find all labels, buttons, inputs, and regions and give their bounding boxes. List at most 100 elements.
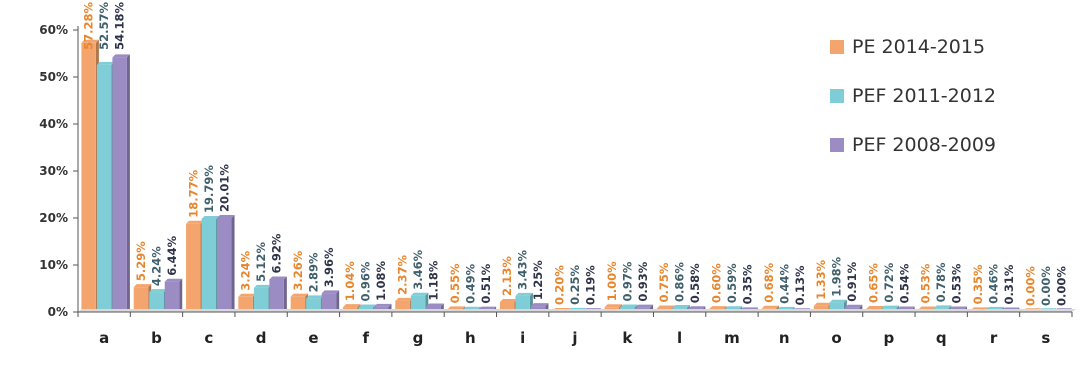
bar-o-series-1 [829, 302, 844, 312]
data-label: 3.96% [322, 247, 336, 287]
data-label: 6.44% [165, 235, 179, 275]
category-label: m [724, 329, 740, 347]
data-label: 0.58% [688, 263, 702, 303]
data-label: 0.72% [882, 262, 896, 302]
category-label: q [936, 329, 947, 347]
category-label: f [362, 329, 369, 347]
y-tick-label: 0% [48, 305, 68, 319]
data-label: 0.55% [448, 263, 462, 303]
bar-top [761, 305, 780, 309]
data-label: 1.18% [427, 260, 441, 300]
data-label: 1.33% [814, 259, 828, 299]
bar-b-series-2 [164, 281, 180, 312]
data-label: 2.89% [306, 252, 320, 292]
bar-b-series-0 [133, 287, 149, 312]
data-label: 0.60% [709, 263, 723, 303]
legend-swatch [830, 138, 844, 152]
bar-top [687, 306, 706, 310]
bar-top [373, 303, 392, 307]
bar-c-series-2 [217, 217, 232, 312]
data-label-group: 57.28% 52.57% 54.18%5.29% 4.24% 6.44%18.77% 1… [82, 2, 1069, 306]
bar-top [447, 306, 466, 310]
x-axis: a b c d e f g h i j k l m n o p q r s [77, 309, 1076, 347]
data-label: 3.26% [291, 250, 305, 290]
bar-i-series-1 [515, 295, 530, 312]
data-label: 0.68% [762, 262, 776, 302]
category-label: p [884, 329, 895, 347]
category-label: l [677, 329, 682, 347]
data-label: 3.43% [516, 250, 530, 290]
bar-top [881, 305, 900, 309]
bar-top [829, 299, 847, 303]
category-label: b [151, 329, 162, 347]
data-label: 4.24% [149, 246, 163, 286]
category-label: a [99, 329, 109, 347]
bar-side [231, 214, 235, 312]
bar-top [133, 284, 152, 288]
data-label: 0.31% [1002, 264, 1016, 304]
data-label: 0.00% [1023, 266, 1037, 306]
bar-series-group [81, 39, 1072, 313]
data-label: 0.13% [793, 265, 807, 305]
bar-top [672, 304, 690, 308]
bar-top [656, 305, 675, 309]
data-label: 0.54% [897, 263, 911, 303]
bar-b-series-1 [149, 292, 164, 312]
bar-top [81, 39, 99, 43]
data-label: 2.37% [396, 254, 410, 294]
y-tick-label: 60% [39, 23, 68, 37]
category-label: j [571, 329, 577, 347]
data-label: 0.96% [359, 261, 373, 301]
bar-e-series-2 [321, 293, 337, 312]
bar-side [336, 290, 340, 312]
data-label: 0.19% [584, 265, 598, 305]
bar-top [186, 220, 204, 224]
bar-side [126, 54, 130, 312]
y-tick-label: 20% [39, 211, 68, 225]
data-label: 0.00% [1054, 266, 1068, 306]
bar-top [149, 289, 167, 293]
bar-top [813, 302, 832, 306]
data-label: 0.44% [777, 264, 791, 304]
bar-top [635, 304, 654, 308]
category-label: o [831, 329, 841, 347]
bar-top [342, 304, 361, 308]
bar-a-series-1 [96, 64, 112, 313]
legend-label: PEF 2008-2009 [852, 134, 996, 156]
bar-c-series-1 [201, 218, 217, 312]
bar-top [897, 306, 915, 310]
bar-e-series-0 [290, 296, 306, 312]
bar-top [724, 306, 743, 310]
bar-d-series-0 [238, 296, 253, 312]
data-label: 1.04% [343, 261, 357, 301]
data-label: 0.35% [971, 264, 985, 304]
bar-top [410, 292, 429, 296]
bar-side [283, 276, 287, 312]
bar-top [463, 306, 481, 310]
data-label: 0.86% [673, 262, 687, 302]
bar-top [933, 305, 952, 309]
data-label: 1.00% [605, 261, 619, 301]
bar-top [844, 304, 863, 308]
bar-top [290, 293, 309, 297]
bar-d-series-2 [269, 279, 284, 312]
data-label: 0.49% [463, 263, 477, 303]
data-label: 54.18% [113, 2, 127, 50]
data-label: 5.29% [134, 241, 148, 281]
bar-top [530, 303, 549, 307]
category-label: n [779, 329, 790, 347]
data-label: 0.51% [479, 263, 493, 303]
bar-top [918, 306, 936, 310]
data-label: 0.78% [934, 262, 948, 302]
data-label: 18.77% [186, 169, 200, 217]
data-label: 0.00% [1039, 266, 1053, 306]
data-label: 0.46% [987, 263, 1001, 303]
bar-a-series-2 [112, 57, 127, 312]
bar-top [478, 306, 497, 310]
data-label: 19.79% [202, 165, 216, 213]
data-label: 0.53% [919, 263, 933, 303]
bar-top [253, 284, 272, 288]
data-label: 0.59% [725, 263, 739, 303]
category-label: i [520, 329, 525, 347]
